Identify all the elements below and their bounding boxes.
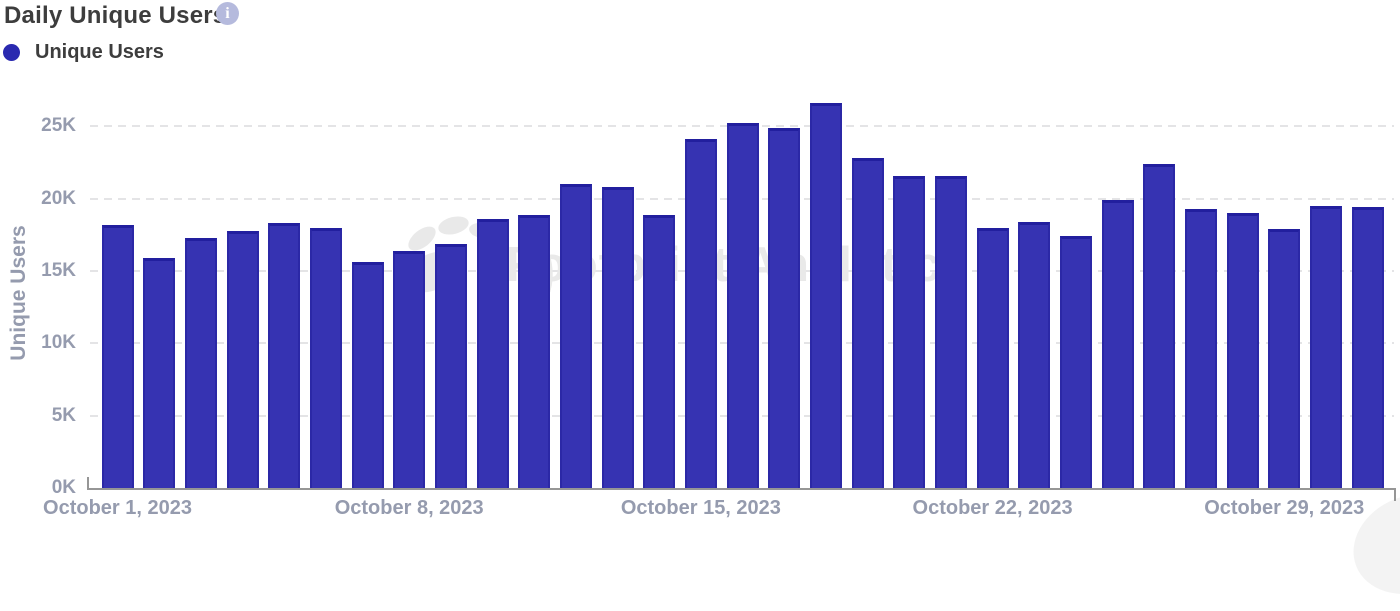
bar-october-27-2023[interactable] [1184, 209, 1217, 488]
bar-october-24-2023[interactable] [1059, 236, 1092, 488]
x-tick-october-29-2023: October 29, 2023 [1204, 497, 1365, 519]
bar-october-31-2023[interactable] [1351, 207, 1384, 488]
bar-october-29-2023[interactable] [1268, 229, 1301, 488]
x-tick-october-1-2023: October 1, 2023 [43, 497, 192, 519]
bar-october-8-2023[interactable] [393, 251, 426, 488]
bar-october-19-2023[interactable] [851, 158, 884, 488]
bar-october-26-2023[interactable] [1143, 164, 1176, 488]
bar-october-7-2023[interactable] [351, 262, 384, 488]
bar-october-23-2023[interactable] [1018, 222, 1051, 488]
bar-october-30-2023[interactable] [1309, 206, 1342, 488]
x-tick-october-22-2023: October 22, 2023 [912, 497, 1073, 519]
bar-october-28-2023[interactable] [1226, 213, 1259, 488]
bar-october-11-2023[interactable] [518, 215, 551, 488]
bar-october-3-2023[interactable] [184, 238, 217, 488]
bar-october-17-2023[interactable] [768, 128, 801, 488]
bar-october-13-2023[interactable] [601, 187, 634, 488]
bar-october-14-2023[interactable] [643, 215, 676, 488]
bar-october-12-2023[interactable] [559, 184, 592, 488]
bar-october-9-2023[interactable] [434, 244, 467, 488]
axis-end-tick-right [1394, 489, 1396, 501]
info-icon-glyph: i [225, 4, 230, 22]
bar-october-1-2023[interactable] [101, 225, 134, 488]
bar-october-2-2023[interactable] [143, 258, 176, 488]
bar-october-10-2023[interactable] [476, 219, 509, 488]
bar-october-5-2023[interactable] [268, 223, 301, 488]
info-icon[interactable]: i [216, 2, 239, 25]
axis-end-tick-left [87, 477, 89, 490]
y-tick-20K: 20K [41, 187, 76, 209]
legend-unique-users[interactable]: Unique Users [3, 41, 164, 64]
daily-unique-users-panel: Daily Unique Users i Unique Users Unique… [3, 2, 1400, 611]
y-tick-10K: 10K [41, 332, 76, 354]
bar-chart: Unique Users Footprint Analytics 0K5K10K… [7, 103, 1400, 611]
bar-october-22-2023[interactable] [976, 228, 1009, 488]
x-axis-line [87, 488, 1396, 490]
bar-october-25-2023[interactable] [1101, 200, 1134, 488]
bar-october-18-2023[interactable] [809, 103, 842, 488]
legend-dot-icon [3, 44, 20, 61]
watermark-logo-icon [436, 213, 471, 238]
bar-october-20-2023[interactable] [893, 176, 926, 488]
y-tick-25K: 25K [41, 115, 76, 137]
bar-october-15-2023[interactable] [684, 139, 717, 488]
legend-label: Unique Users [35, 41, 164, 63]
bar-october-21-2023[interactable] [934, 176, 967, 488]
y-tick-5K: 5K [51, 404, 76, 426]
bar-october-6-2023[interactable] [309, 228, 342, 488]
x-tick-october-15-2023: October 15, 2023 [620, 497, 781, 519]
bar-october-16-2023[interactable] [726, 123, 759, 488]
x-tick-october-8-2023: October 8, 2023 [334, 497, 484, 519]
y-tick-0K: 0K [51, 477, 76, 498]
y-tick-15K: 15K [41, 260, 76, 281]
page-title: Daily Unique Users [4, 2, 227, 29]
bar-october-4-2023[interactable] [226, 231, 259, 488]
